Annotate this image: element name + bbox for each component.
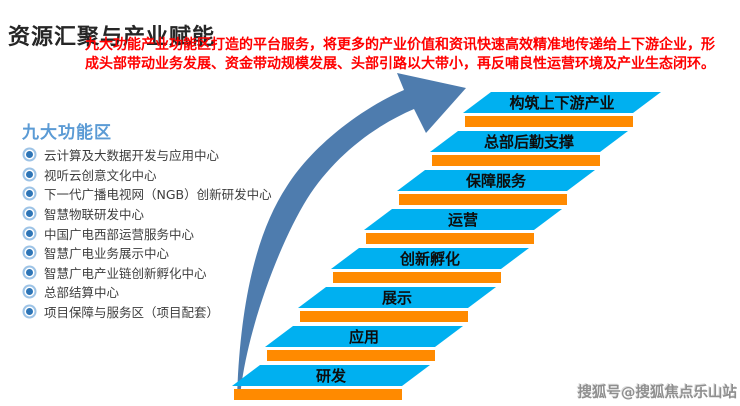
zone-item: 下一代广播电视网（NGB）创新研发中心 xyxy=(22,184,272,204)
zone-item-label: 视听云创意文化中心 xyxy=(44,167,157,183)
step-top-surface xyxy=(298,287,496,308)
bullet-icon xyxy=(26,170,33,178)
bullet-icon xyxy=(26,288,33,296)
bullet-icon xyxy=(26,151,33,159)
zone-item-label: 项目保障与服务区（项目配套） xyxy=(44,305,220,321)
zone-item: 中国广电西部运营服务中心 xyxy=(22,223,272,243)
zone-item-label: 智慧广电业务展示中心 xyxy=(44,246,170,262)
step-research: 研发 xyxy=(232,365,430,400)
step-label: 总部后勤支撑 xyxy=(484,133,574,151)
bullet-icon xyxy=(26,190,33,198)
description-line-2: 成头部带动业务发展、资金带动规模发展、头部引路以大带小，再反哺良性运营环境及产业… xyxy=(85,56,715,72)
step-exhibition: 展示 xyxy=(298,287,496,322)
step-label: 展示 xyxy=(382,289,412,307)
zone-item-label: 下一代广播电视网（NGB）创新研发中心 xyxy=(44,187,272,203)
step-top-surface xyxy=(364,209,562,230)
step-hq-logistics: 总部后勤支撑 xyxy=(430,131,628,166)
step-label: 应用 xyxy=(349,328,379,346)
step-support-services: 保障服务 xyxy=(397,170,595,205)
growth-arrow-icon xyxy=(237,73,466,397)
step-top-surface xyxy=(331,248,529,269)
step-innovation-incubation: 创新孵化 xyxy=(331,248,529,283)
zone-item: 项目保障与服务区（项目配套） xyxy=(22,302,272,322)
zone-item-label: 智慧广电产业链创新孵化中心 xyxy=(44,265,207,281)
bullet-icon xyxy=(26,308,33,316)
bullet-icon xyxy=(26,268,33,276)
page-title: 资源汇聚与产业赋能 xyxy=(8,24,216,50)
bullet-icon xyxy=(26,229,33,237)
step-front-face xyxy=(432,155,600,166)
zone-item-label: 中国广电西部运营服务中心 xyxy=(44,226,195,242)
zone-item: 总部结算中心 xyxy=(22,282,272,302)
zone-item: 智慧物联研发中心 xyxy=(22,204,272,224)
step-front-face xyxy=(333,272,501,283)
step-top-surface xyxy=(232,365,430,386)
step-front-face xyxy=(300,311,468,322)
bullet-icon xyxy=(26,210,33,218)
zone-item: 智慧广电产业链创新孵化中心 xyxy=(22,263,272,283)
step-front-face xyxy=(267,350,435,361)
step-upstream-downstream-industry: 构筑上下游产业 xyxy=(463,92,661,127)
step-front-face xyxy=(399,194,567,205)
step-label: 运营 xyxy=(448,211,478,229)
description-line-1: 九大功能产业功能区打造的平台服务，将更多的产业价值和资讯快速高效精准地传递给上下… xyxy=(85,37,715,53)
zone-item-label: 云计算及大数据开发与应用中心 xyxy=(44,148,220,164)
step-front-face xyxy=(234,389,402,400)
zone-item-label: 智慧物联研发中心 xyxy=(44,207,145,223)
step-label: 构筑上下游产业 xyxy=(509,94,614,112)
step-label: 研发 xyxy=(316,367,347,385)
step-operation: 运营 xyxy=(364,209,562,244)
step-top-surface xyxy=(265,326,463,347)
step-application: 应用 xyxy=(265,326,463,361)
step-front-face xyxy=(366,233,534,244)
zone-item: 智慧广电业务展示中心 xyxy=(22,243,272,263)
watermark: 搜狐号@搜狐焦点乐山站 xyxy=(577,385,738,401)
bullet-icon xyxy=(26,249,33,257)
step-label: 创新孵化 xyxy=(399,250,460,268)
functional-zones-list: 云计算及大数据开发与应用中心 视听云创意文化中心 下一代广播电视网（NGB）创新… xyxy=(22,145,272,321)
functional-zones-heading: 九大功能区 xyxy=(22,123,112,143)
step-label: 保障服务 xyxy=(465,172,527,190)
zone-item: 视听云创意文化中心 xyxy=(22,165,272,185)
step-top-surface xyxy=(430,131,628,152)
zone-item: 云计算及大数据开发与应用中心 xyxy=(22,145,272,165)
zone-item-label: 总部结算中心 xyxy=(44,285,120,301)
description: 九大功能产业功能区打造的平台服务，将更多的产业价值和资讯快速高效精准地传递给上下… xyxy=(85,36,715,74)
step-top-surface xyxy=(463,92,661,113)
step-front-face xyxy=(465,116,633,127)
step-top-surface xyxy=(397,170,595,191)
